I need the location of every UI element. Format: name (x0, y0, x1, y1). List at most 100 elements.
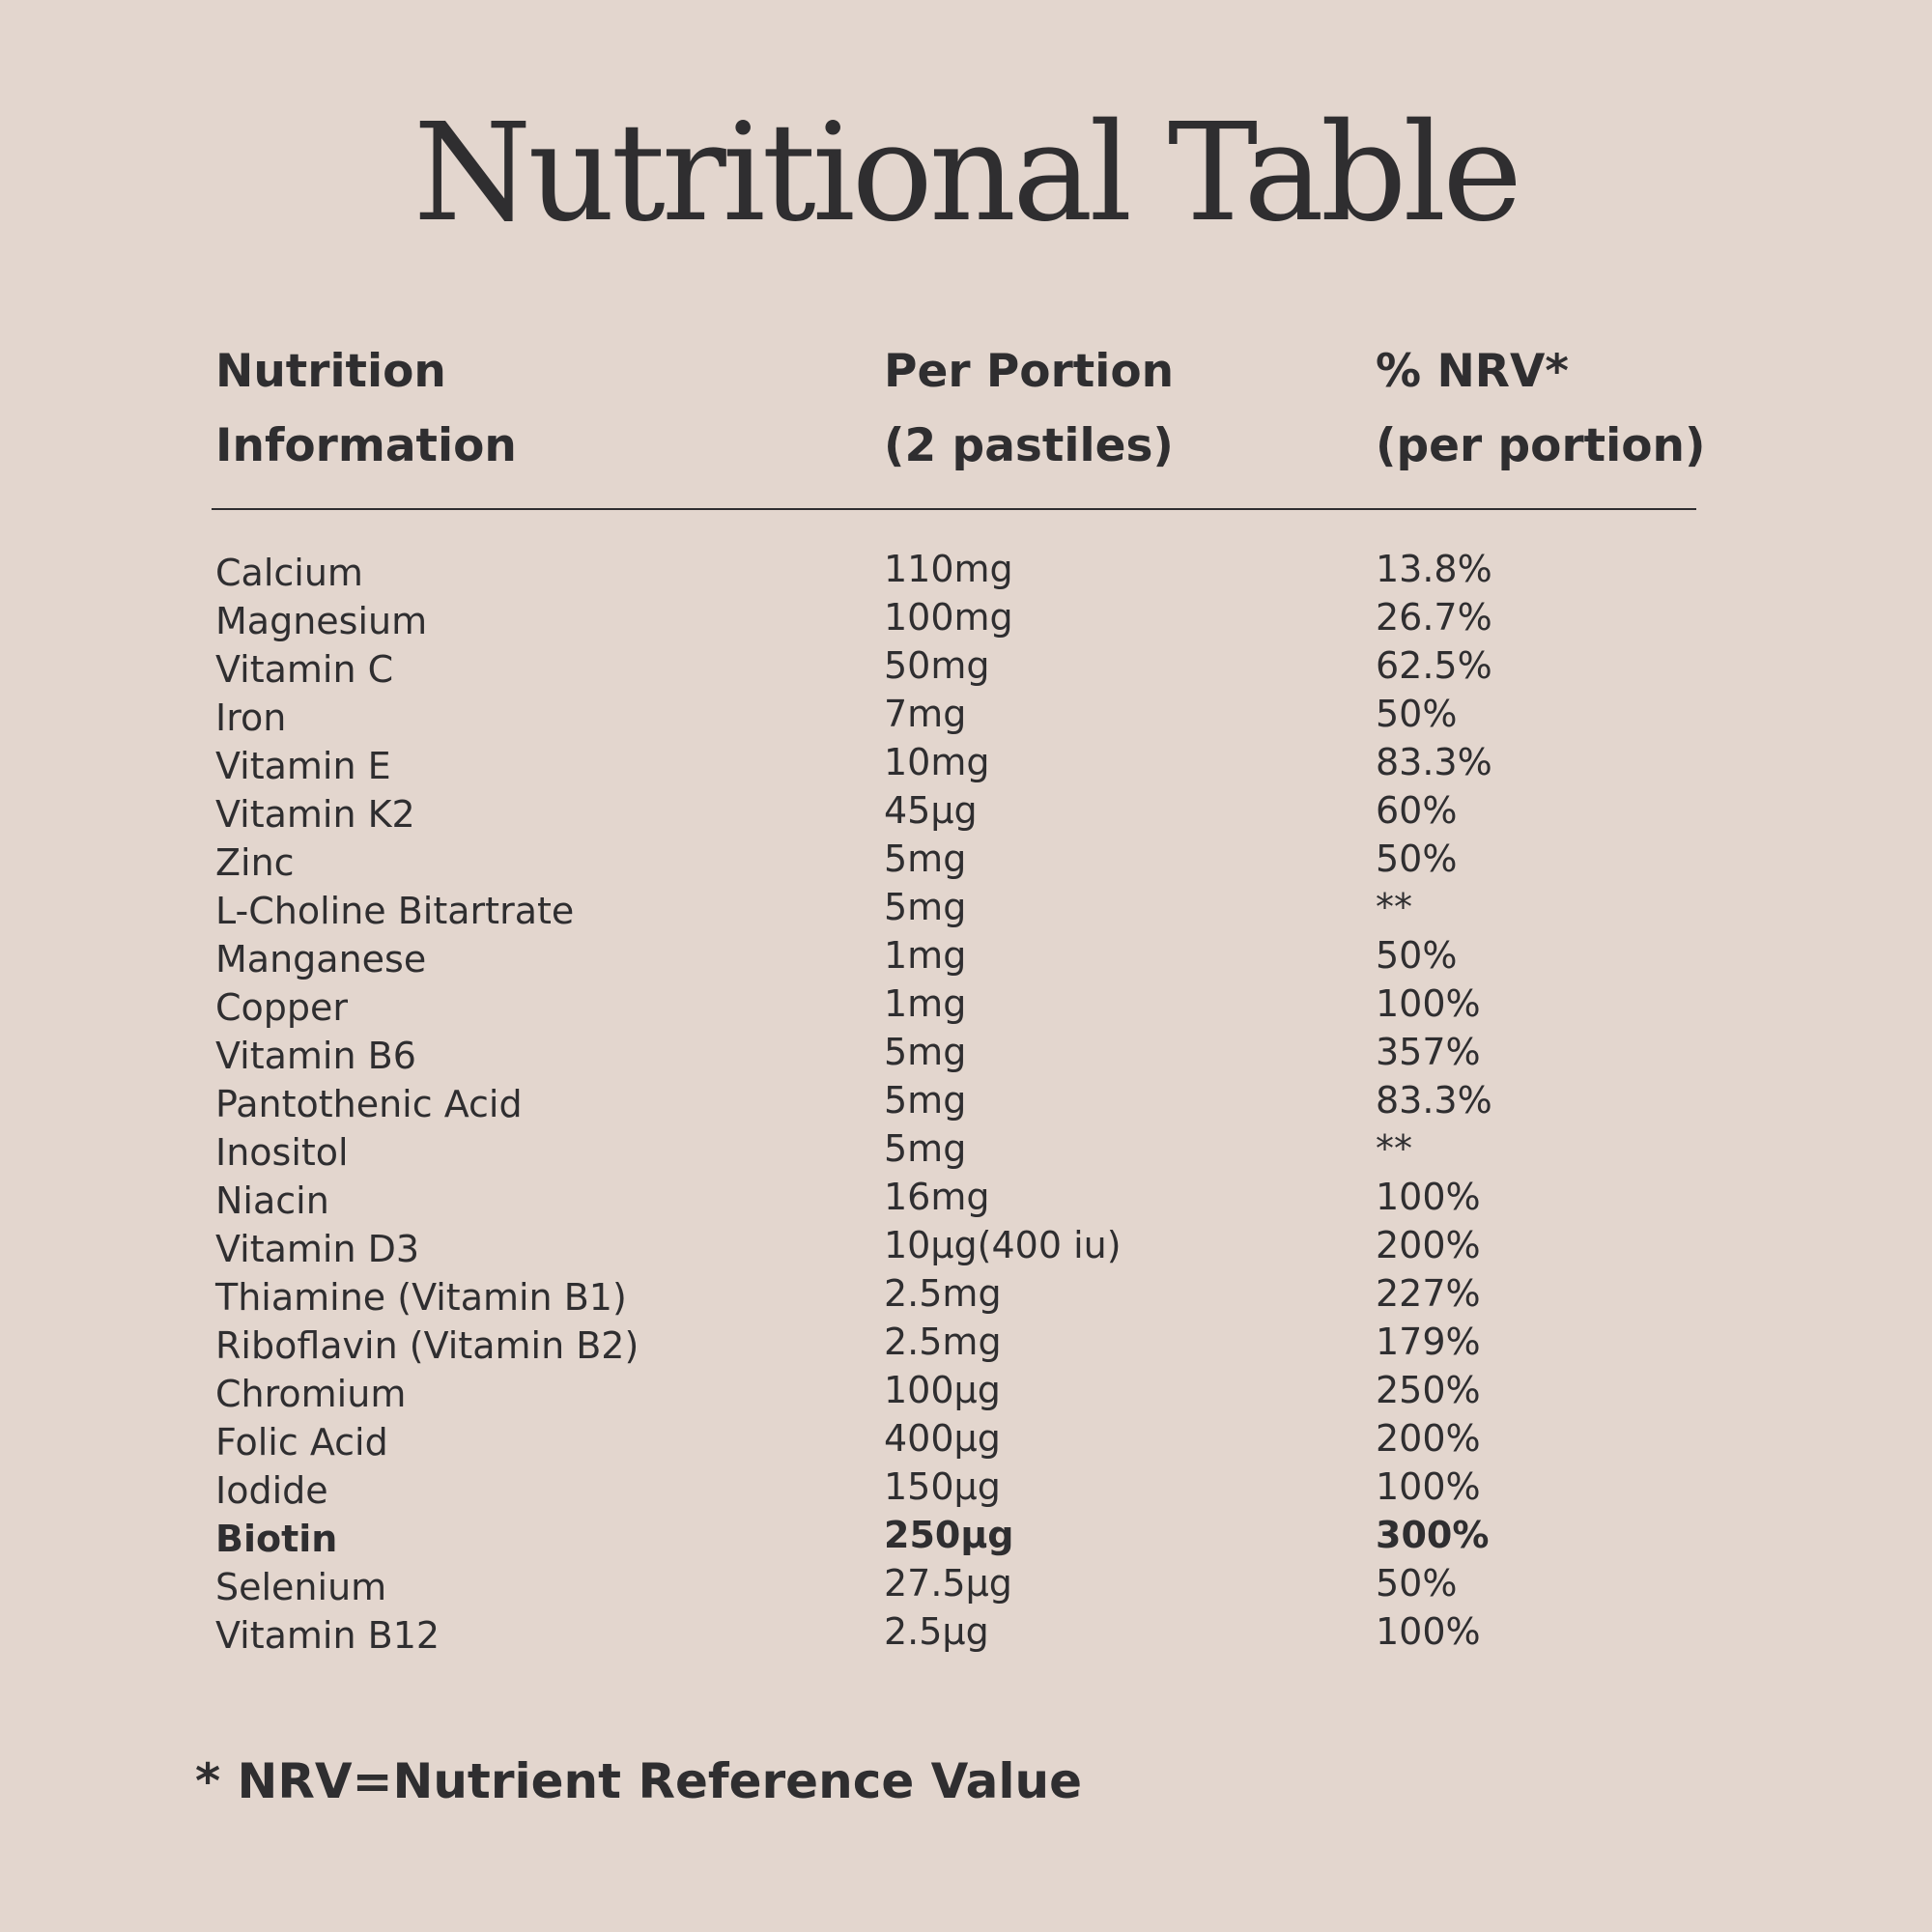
nrv-percent: ** (1376, 886, 1412, 928)
nrv-percent: ** (1376, 1127, 1412, 1170)
nrv-percent: 100% (1376, 1176, 1481, 1218)
table-row: Biotin 250µg 300% (0, 1511, 1932, 1560)
per-portion-amount: 2.5mg (884, 1321, 1002, 1363)
per-portion-amount: 7mg (884, 693, 967, 735)
table-row: Vitamin E 10mg 83.3% (0, 738, 1932, 787)
per-portion-amount: 5mg (884, 886, 967, 928)
nrv-percent: 50% (1376, 693, 1458, 735)
nutrient-name: Chromium (215, 1373, 407, 1415)
header-per-portion-line2: (2 pastiles) (884, 419, 1174, 472)
nutrient-name: Copper (215, 986, 349, 1029)
table-row: Copper 1mg 100% (0, 980, 1932, 1029)
nutrient-name: Vitamin E (215, 745, 391, 787)
header-nutrition-line2: Information (215, 419, 517, 472)
per-portion-amount: 5mg (884, 1127, 967, 1170)
per-portion-amount: 5mg (884, 1079, 967, 1122)
per-portion-amount: 50mg (884, 644, 990, 687)
page-title: Nutritional Table (412, 95, 1522, 252)
per-portion-amount: 2.5mg (884, 1272, 1002, 1315)
nrv-percent: 227% (1376, 1272, 1481, 1315)
table-row: Niacin 16mg 100% (0, 1173, 1932, 1222)
table-row: Iron 7mg 50% (0, 690, 1932, 739)
per-portion-amount: 1mg (884, 982, 967, 1025)
per-portion-amount: 10mg (884, 741, 990, 783)
per-portion-amount: 100mg (884, 596, 1013, 639)
per-portion-amount: 16mg (884, 1176, 990, 1218)
nrv-percent: 50% (1376, 1562, 1458, 1605)
nrv-percent: 62.5% (1376, 644, 1492, 687)
table-row: Vitamin B12 2.5µg 100% (0, 1607, 1932, 1657)
nrv-percent: 83.3% (1376, 1079, 1492, 1122)
table-row: Vitamin B6 5mg 357% (0, 1028, 1932, 1077)
table-row: Vitamin C 50mg 62.5% (0, 641, 1932, 691)
nutrient-name: Iodide (215, 1469, 328, 1512)
header-nutrition-line1: Nutrition (215, 345, 446, 398)
nrv-percent: 300% (1376, 1514, 1490, 1556)
nrv-percent: 100% (1376, 1610, 1481, 1653)
per-portion-amount: 27.5µg (884, 1562, 1012, 1605)
nrv-percent: 200% (1376, 1224, 1481, 1266)
per-portion-amount: 110mg (884, 548, 1013, 590)
nrv-percent: 200% (1376, 1417, 1481, 1460)
table-row: Calcium 110mg 13.8% (0, 545, 1932, 594)
table-row: Riboflavin (Vitamin B2) 2.5mg 179% (0, 1318, 1932, 1367)
nutrient-name: Vitamin B12 (215, 1614, 440, 1657)
nrv-percent: 100% (1376, 982, 1481, 1025)
nutrient-name: Thiamine (Vitamin B1) (215, 1276, 627, 1319)
table-row: Inositol 5mg ** (0, 1124, 1932, 1174)
nrv-percent: 357% (1376, 1031, 1481, 1073)
nutrient-name: Vitamin K2 (215, 793, 415, 836)
table-row: L-Choline Bitartrate 5mg ** (0, 883, 1932, 932)
nutrient-name: Biotin (215, 1518, 338, 1560)
header-nrv-line1: % NRV* (1376, 345, 1569, 398)
table-row: Zinc 5mg 50% (0, 835, 1932, 884)
header-divider (212, 508, 1696, 510)
nrv-percent: 83.3% (1376, 741, 1492, 783)
nutrient-name: Calcium (215, 552, 363, 594)
nutrient-name: Manganese (215, 938, 427, 980)
nutrient-name: Inositol (215, 1131, 349, 1174)
per-portion-amount: 5mg (884, 1031, 967, 1073)
table-row: Vitamin D3 10µg(400 iu) 200% (0, 1221, 1932, 1270)
per-portion-amount: 2.5µg (884, 1610, 989, 1653)
header-per-portion-line1: Per Portion (884, 345, 1175, 398)
table-row: Chromium 100µg 250% (0, 1366, 1932, 1415)
table-row: Folic Acid 400µg 200% (0, 1414, 1932, 1463)
nutrient-name: Iron (215, 696, 287, 739)
footnote: * NRV=Nutrient Reference Value (195, 1753, 1082, 1809)
nutrition-table-body: Calcium 110mg 13.8% Magnesium 100mg 26.7% Vita… (0, 545, 1932, 1657)
table-row: Selenium 27.5µg 50% (0, 1559, 1932, 1608)
header-per-portion: Per Portion (2 pastiles) (884, 334, 1174, 483)
nutrient-name: Pantothenic Acid (215, 1083, 523, 1125)
table-row: Pantothenic Acid 5mg 83.3% (0, 1076, 1932, 1125)
table-row: Iodide 150µg 100% (0, 1463, 1932, 1512)
per-portion-amount: 400µg (884, 1417, 1001, 1460)
nrv-percent: 50% (1376, 934, 1458, 977)
nutrient-name: L-Choline Bitartrate (215, 890, 575, 932)
nutrient-name: Riboflavin (Vitamin B2) (215, 1324, 639, 1367)
per-portion-amount: 1mg (884, 934, 967, 977)
per-portion-amount: 10µg(400 iu) (884, 1224, 1122, 1266)
nrv-percent: 100% (1376, 1465, 1481, 1508)
table-row: Manganese 1mg 50% (0, 931, 1932, 980)
header-nrv-line2: (per portion) (1376, 419, 1706, 472)
table-row: Vitamin K2 45µg 60% (0, 786, 1932, 836)
nutrient-name: Vitamin C (215, 648, 394, 691)
header-nutrition-information: Nutrition Information (215, 334, 517, 483)
nutrient-name: Vitamin D3 (215, 1228, 420, 1270)
per-portion-amount: 45µg (884, 789, 978, 832)
header-nrv: % NRV* (per portion) (1376, 334, 1705, 483)
nutrient-name: Vitamin B6 (215, 1035, 416, 1077)
nrv-percent: 250% (1376, 1369, 1481, 1411)
nutrient-name: Folic Acid (215, 1421, 388, 1463)
per-portion-amount: 150µg (884, 1465, 1001, 1508)
nrv-percent: 26.7% (1376, 596, 1492, 639)
nrv-percent: 50% (1376, 838, 1458, 880)
nutrient-name: Zinc (215, 841, 295, 884)
table-row: Thiamine (Vitamin B1) 2.5mg 227% (0, 1269, 1932, 1319)
per-portion-amount: 5mg (884, 838, 967, 880)
per-portion-amount: 250µg (884, 1514, 1014, 1556)
nutrient-name: Selenium (215, 1566, 387, 1608)
per-portion-amount: 100µg (884, 1369, 1001, 1411)
table-row: Magnesium 100mg 26.7% (0, 593, 1932, 642)
